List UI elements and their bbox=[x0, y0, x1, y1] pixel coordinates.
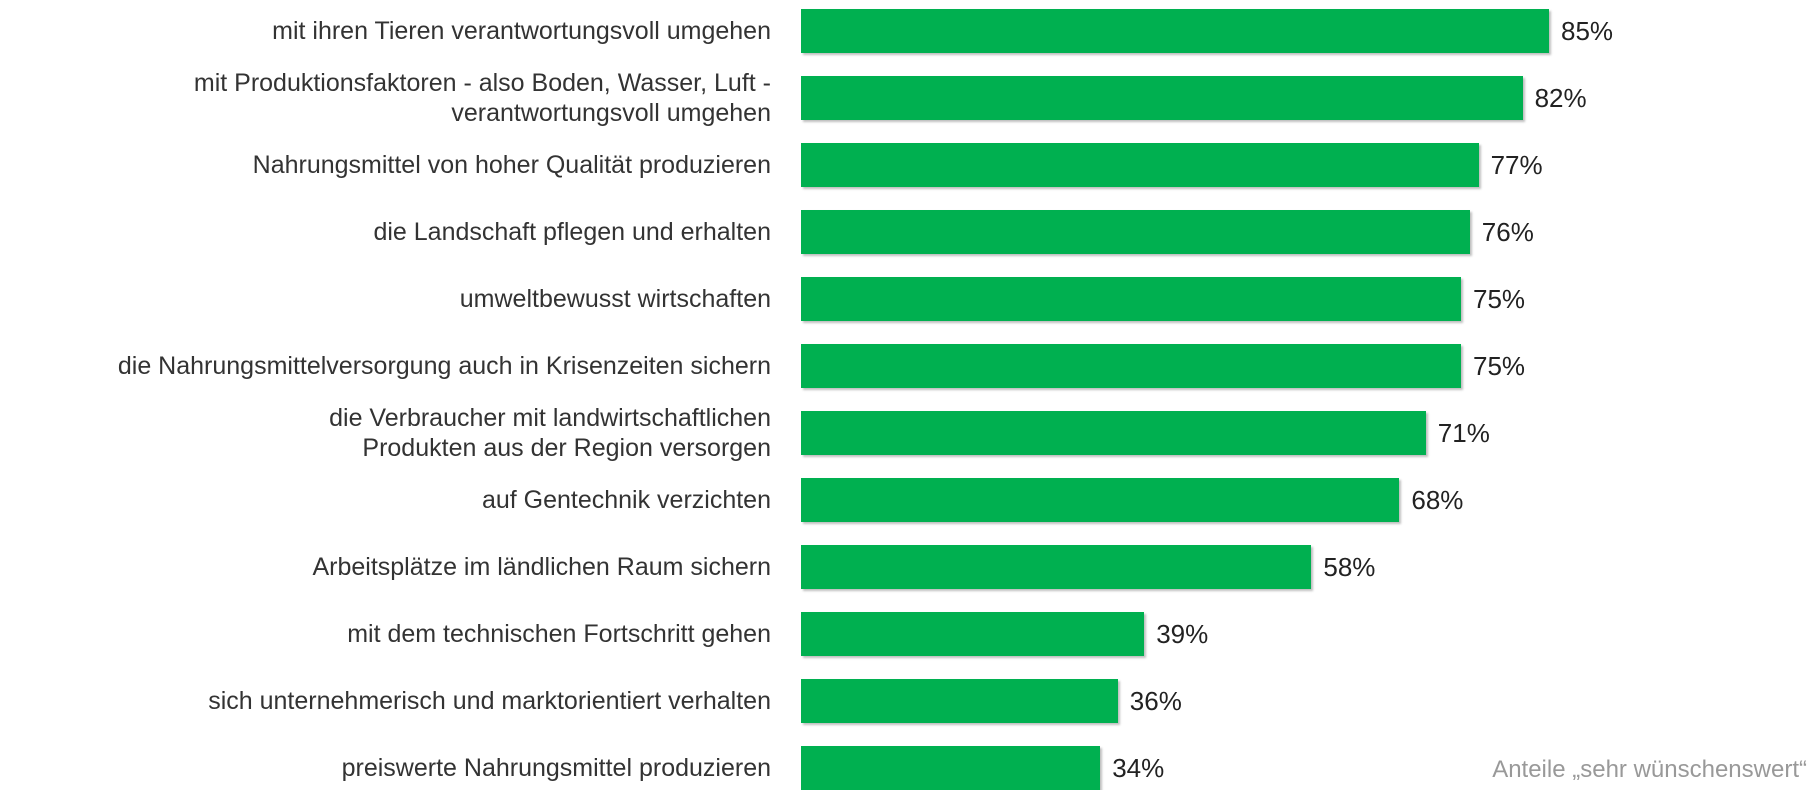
bar bbox=[801, 612, 1145, 656]
bar bbox=[801, 76, 1523, 120]
category-label: die Landschaft pflegen und erhalten bbox=[373, 218, 771, 246]
value-label: 58% bbox=[1323, 551, 1376, 582]
bar bbox=[801, 143, 1479, 187]
category-label: sich unternehmerisch und marktorientiert… bbox=[208, 687, 771, 715]
value-label: 76% bbox=[1481, 216, 1534, 247]
value-label: 71% bbox=[1437, 417, 1490, 448]
category-label: mit dem technischen Fortschritt gehen bbox=[347, 620, 771, 648]
bar bbox=[801, 344, 1461, 388]
category-label: umweltbewusst wirtschaften bbox=[459, 285, 771, 313]
bar bbox=[801, 478, 1400, 522]
bar bbox=[801, 679, 1118, 723]
category-label: die Nahrungsmittelversorgung auch in Kri… bbox=[117, 352, 771, 380]
value-label: 82% bbox=[1534, 82, 1587, 113]
category-label: die Verbraucher mit landwirtschaftlichen… bbox=[329, 404, 771, 462]
category-label: Arbeitsplätze im ländlichen Raum sichern bbox=[312, 553, 771, 581]
value-label: 39% bbox=[1156, 618, 1209, 649]
bar bbox=[801, 545, 1312, 589]
value-label: 68% bbox=[1411, 484, 1464, 515]
bar bbox=[801, 9, 1549, 53]
bar bbox=[801, 277, 1461, 321]
value-label: 34% bbox=[1112, 752, 1165, 783]
bar bbox=[801, 411, 1426, 455]
category-label: preiswerte Nahrungsmittel produzieren bbox=[341, 754, 771, 782]
bar bbox=[801, 746, 1101, 790]
value-label: 75% bbox=[1473, 283, 1526, 314]
category-label: auf Gentechnik verzichten bbox=[481, 486, 771, 514]
value-label: 77% bbox=[1490, 149, 1543, 180]
category-label: mit Produktionsfaktoren - also Boden, Wa… bbox=[193, 69, 771, 127]
value-label: 85% bbox=[1561, 15, 1614, 46]
category-label: mit ihren Tieren verantwortungsvoll umge… bbox=[272, 17, 771, 45]
category-label: Nahrungsmittel von hoher Qualität produz… bbox=[252, 151, 771, 179]
bar bbox=[801, 210, 1470, 254]
note: Anteile „sehr wünschenswert“ bbox=[1492, 756, 1807, 783]
value-label: 75% bbox=[1473, 350, 1526, 381]
value-label: 36% bbox=[1129, 685, 1182, 716]
